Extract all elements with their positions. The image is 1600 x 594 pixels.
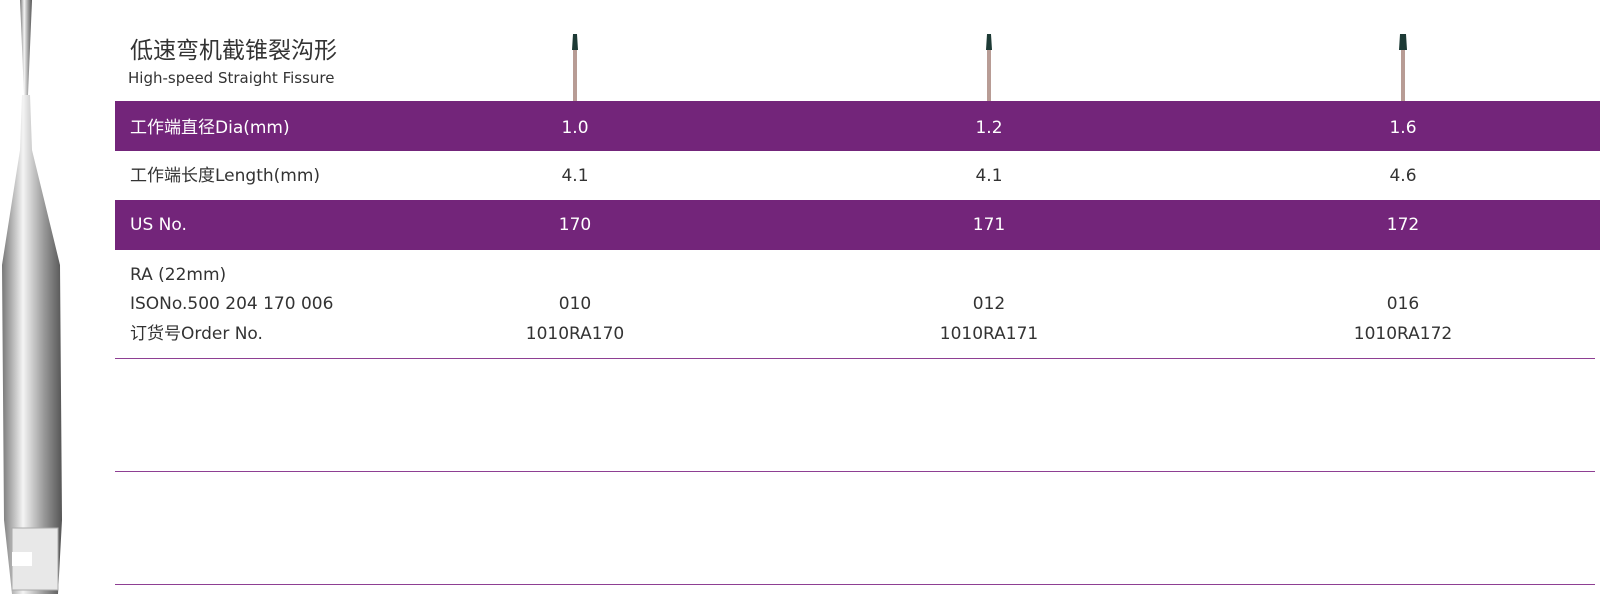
cell: 012 (972, 294, 1006, 314)
cell: 1010RA170 (525, 324, 625, 344)
cell: 4.6 (1389, 166, 1417, 186)
row-label: RA (22mm) (130, 265, 227, 285)
cell: 1.2 (975, 118, 1003, 138)
cell: 016 (1386, 294, 1420, 314)
row-label: 订货号Order No. (130, 324, 263, 344)
subtitle: High-speed Straight Fissure (128, 69, 335, 87)
row-band (115, 101, 1600, 151)
cell: 170 (558, 215, 592, 235)
cell: 1010RA171 (939, 324, 1039, 344)
rule (115, 584, 1595, 585)
cell: 1010RA172 (1353, 324, 1453, 344)
cell: 1.6 (1389, 118, 1417, 138)
bur-icon (986, 34, 992, 102)
row-band (115, 200, 1600, 250)
bur-icon (572, 34, 578, 102)
cell: 172 (1386, 215, 1420, 235)
rule (115, 358, 1595, 359)
row-label: US No. (130, 215, 187, 235)
row-label: ISONo.500 204 170 006 (130, 294, 334, 314)
rule (115, 471, 1595, 472)
cell: 171 (972, 215, 1006, 235)
bur-image (2, 0, 62, 594)
row-label: 工作端长度Length(mm) (130, 166, 321, 186)
title: 低速弯机截锥裂沟形 (130, 38, 337, 64)
cell: 4.1 (561, 166, 589, 186)
row-label: 工作端直径Dia(mm) (130, 118, 290, 138)
cell: 4.1 (975, 166, 1003, 186)
cell: 1.0 (561, 118, 589, 138)
bur-icon (1399, 34, 1407, 102)
cell: 010 (558, 294, 592, 314)
